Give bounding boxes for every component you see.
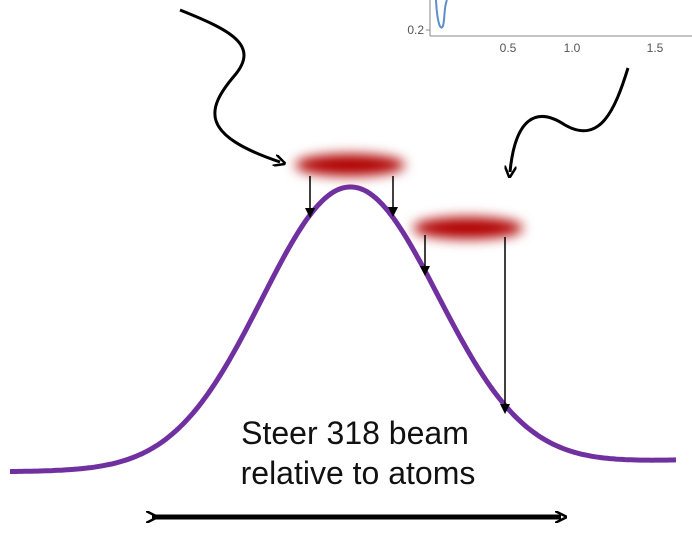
beam-spot — [413, 217, 523, 239]
caption-line: Steer 318 beam — [241, 415, 469, 451]
inset-x-tick-label: 0.5 — [500, 41, 517, 55]
curly-arrow — [179, 8, 280, 162]
curly-arrow — [510, 67, 630, 172]
caption-line: relative to atoms — [241, 455, 476, 491]
gaussian-curve — [10, 184, 677, 474]
inset-x-tick-label: 1.5 — [647, 41, 664, 55]
inset-curve — [435, 0, 448, 29]
inset-y-tick-label: 0.2 — [407, 23, 424, 37]
inset-chart: 0.2 0.5 1.0 1.5 — [407, 0, 692, 55]
beam-spot — [295, 154, 405, 176]
inset-x-tick-label: 1.0 — [564, 41, 581, 55]
